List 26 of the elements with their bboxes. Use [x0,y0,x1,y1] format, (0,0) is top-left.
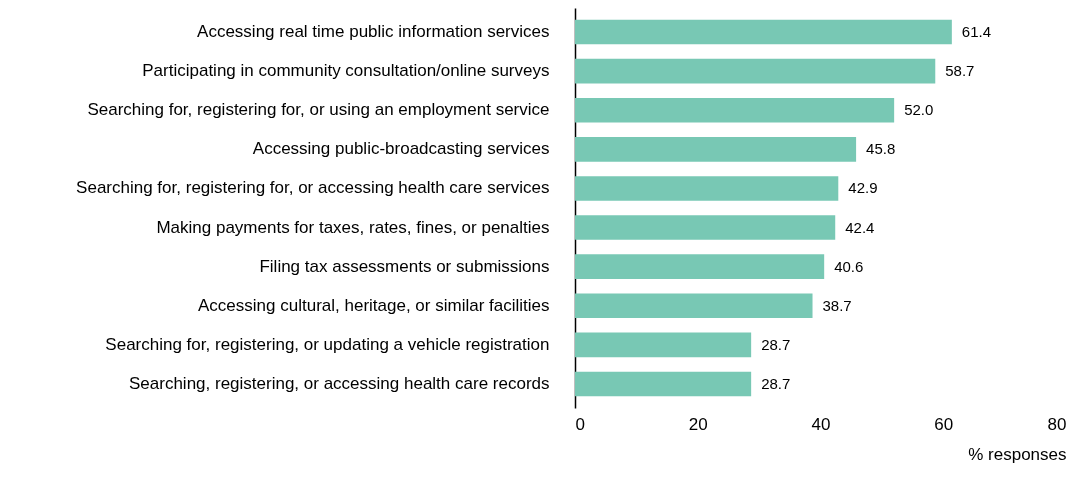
data-label: 38.7 [822,296,852,314]
x-tick-label: 20 [688,414,708,434]
data-label: 42.4 [845,218,875,236]
y-tick-label: Making payments for taxes, rates, fines, or penalties [156,217,550,237]
data-label: 45.8 [866,140,896,158]
x-tick-label: 40 [811,414,831,434]
y-tick-label: Searching for, registering for, or accessing health care services [76,178,550,198]
data-label: 28.7 [761,374,791,392]
data-label: 58.7 [945,62,975,80]
data-label: 40.6 [834,257,864,275]
x-tick-label: 80 [1047,414,1067,434]
y-tick-label: Searching, registering, or accessing health care records [129,373,550,393]
x-tick-label: 60 [934,414,954,434]
data-label: 61.4 [961,23,992,41]
y-tick-label: Accessing public-broadcasting services [252,139,550,159]
y-tick-label: Filing tax assessments or submissions [259,256,550,276]
y-tick-label: Searching for, registering for, or using an employment service [87,100,550,120]
data-label: 52.0 [904,101,934,119]
y-tick-label: Searching for, registering, or updating a vehicle registration [105,334,550,354]
data-label: 28.7 [761,335,791,353]
y-tick-label: Accessing real time public information services [197,22,550,42]
x-tick-label: 0 [575,414,585,434]
x-axis-title: % responses [968,444,1067,464]
y-tick-label: Accessing cultural, heritage, or similar facilities [198,295,550,315]
data-label: 42.9 [848,179,878,197]
y-tick-label: Participating in community consultation/online surveys [142,61,550,81]
